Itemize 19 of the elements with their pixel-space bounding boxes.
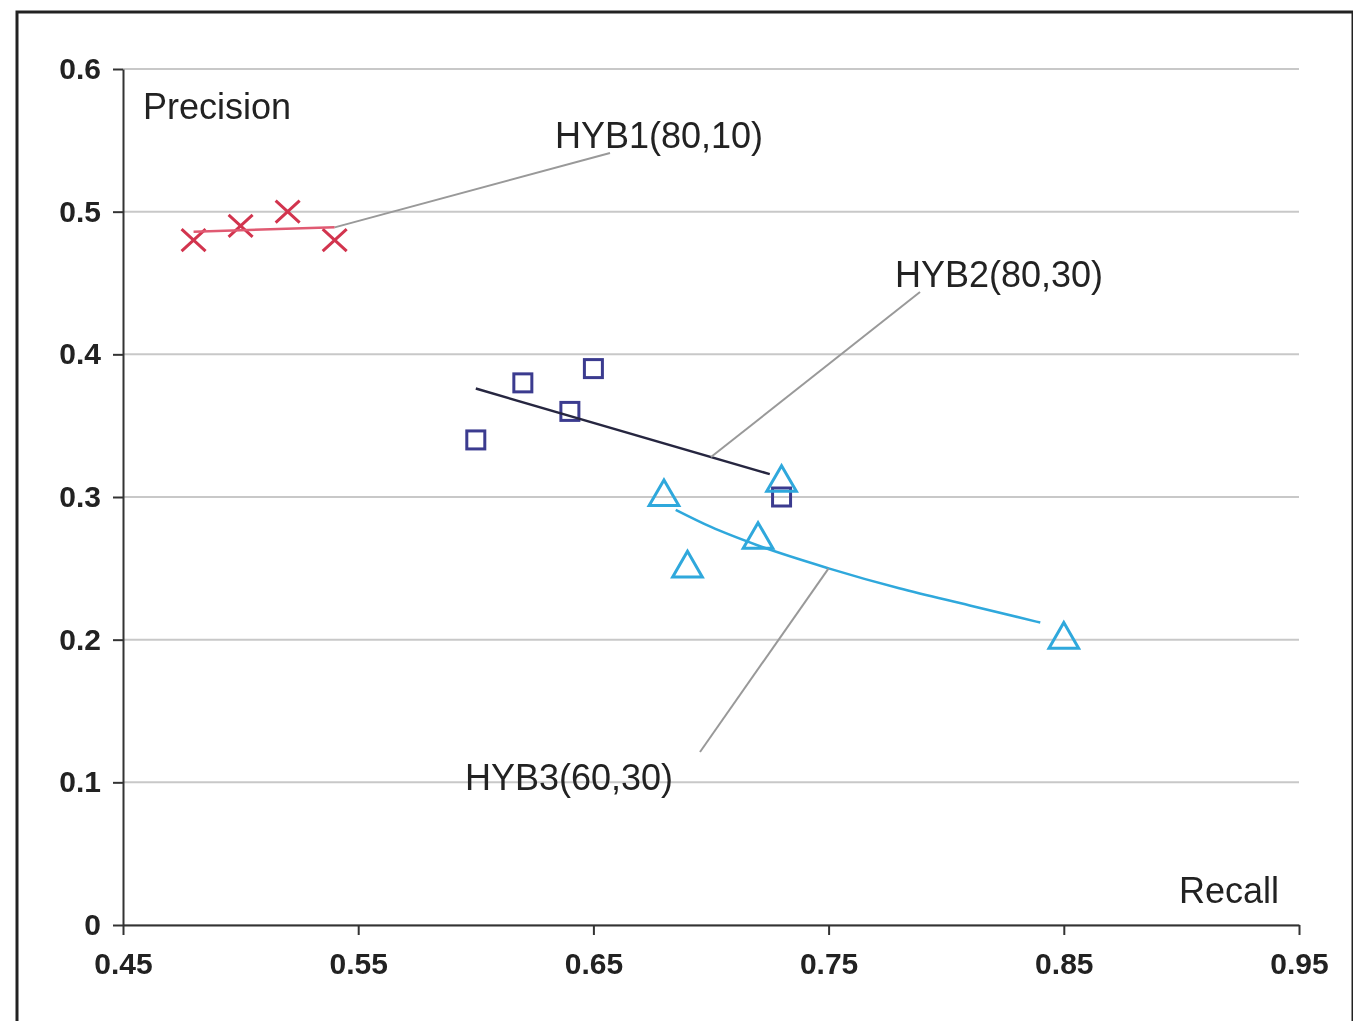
x-tick-label: 0.55 bbox=[329, 947, 388, 980]
annotation: HYB1(80,10) bbox=[555, 115, 764, 156]
y-tick-label: 0.2 bbox=[59, 622, 101, 656]
y-tick-label: 0.1 bbox=[59, 765, 101, 799]
annotation: HYB3(60,30) bbox=[465, 757, 674, 798]
line-series bbox=[674, 508, 1042, 624]
annotation: HYB2(80,30) bbox=[895, 254, 1104, 295]
x-tick-label: 0.65 bbox=[564, 947, 624, 980]
y-tick-label: 0.3 bbox=[59, 480, 101, 514]
y-tick-label: 0.4 bbox=[59, 337, 102, 371]
x-tick-label: 0.75 bbox=[799, 947, 859, 980]
x-tick-label: 0.45 bbox=[94, 947, 153, 980]
x-tick-label: 0.95 bbox=[1270, 947, 1329, 980]
y-tick-label: 0.5 bbox=[59, 194, 101, 228]
y-tick-label: 0.6 bbox=[59, 52, 101, 86]
y-axis-title: Precision bbox=[143, 86, 292, 127]
x-axis-title: Recall bbox=[1178, 870, 1279, 911]
x-tick-label: 0.85 bbox=[1035, 947, 1094, 980]
y-tick-label: 0 bbox=[84, 908, 101, 942]
